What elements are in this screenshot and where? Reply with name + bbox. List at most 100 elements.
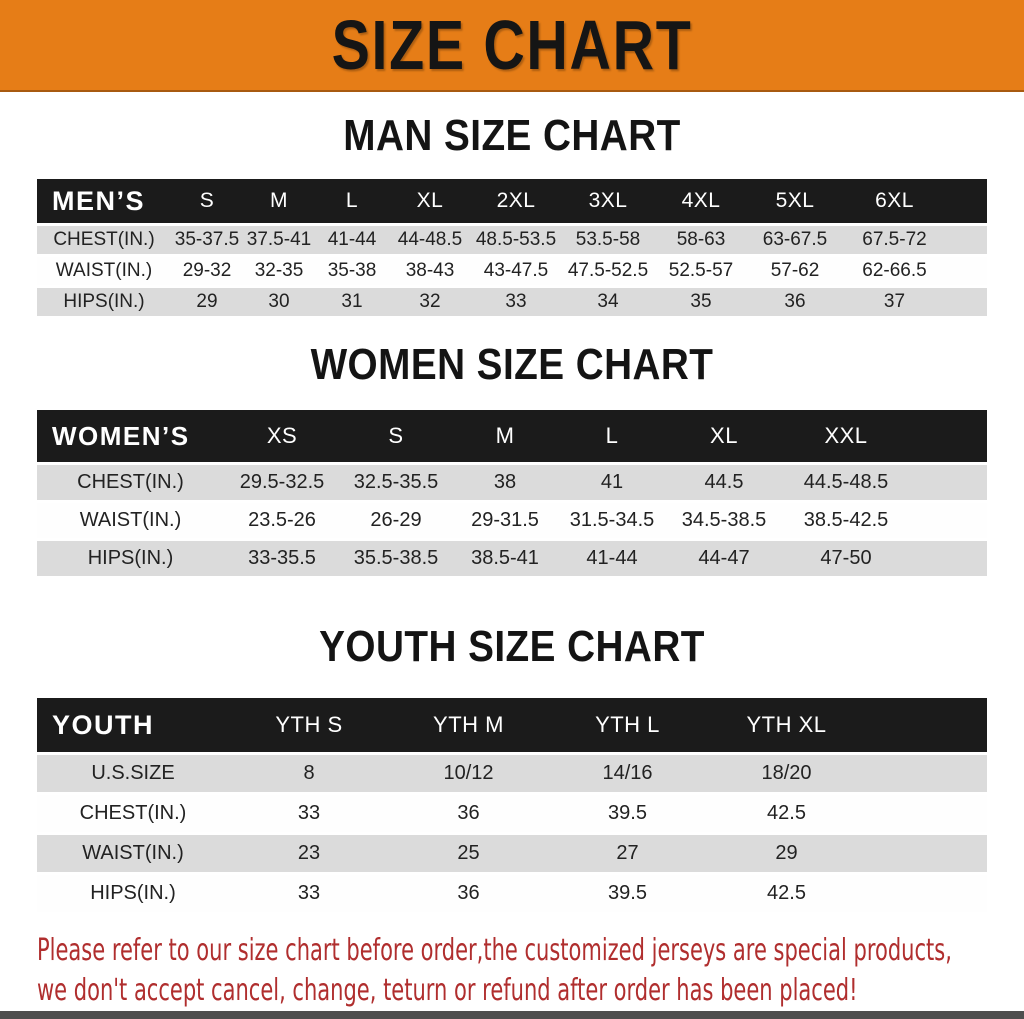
size-cell: 62-66.5: [843, 257, 987, 285]
mens-chest-row: CHEST(IN.) 35-37.5 37.5-41 41-44 44-48.5…: [37, 226, 987, 254]
size-cell: 33-35.5: [224, 541, 340, 576]
row-label: U.S.SIZE: [37, 755, 229, 792]
size-cell: 47.5-52.5: [561, 257, 655, 285]
mens-column-header: 5XL: [747, 179, 843, 223]
womens-size-table: WOMEN’S XS S M L XL XXL CHEST(IN.) 29.5-…: [37, 407, 987, 579]
row-label: WAIST(IN.): [37, 835, 229, 872]
womens-column-header: XL: [666, 410, 782, 462]
youth-ussize-row: U.S.SIZE 8 10/12 14/16 18/20: [37, 755, 987, 792]
size-cell: 23: [229, 835, 389, 872]
size-cell: 57-62: [747, 257, 843, 285]
size-cell: 34.5-38.5: [666, 503, 782, 538]
size-cell: 26-29: [340, 503, 452, 538]
size-cell: 34: [561, 288, 655, 316]
banner: SIZE CHART: [0, 0, 1024, 92]
womens-chest-row: CHEST(IN.) 29.5-32.5 32.5-35.5 38 41 44.…: [37, 465, 987, 500]
size-cell: 35: [655, 288, 747, 316]
womens-header-label: WOMEN’S: [37, 410, 224, 462]
womens-column-header: XS: [224, 410, 340, 462]
size-cell: 63-67.5: [747, 226, 843, 254]
size-cell: 25: [389, 835, 548, 872]
womens-waist-row: WAIST(IN.) 23.5-26 26-29 29-31.5 31.5-34…: [37, 503, 987, 538]
size-cell: 36: [747, 288, 843, 316]
size-cell: 58-63: [655, 226, 747, 254]
youth-hips-row: HIPS(IN.) 33 36 39.5 42.5: [37, 875, 987, 912]
mens-column-header: L: [315, 179, 389, 223]
size-cell: 41: [558, 465, 666, 500]
mens-column-header: 2XL: [471, 179, 561, 223]
size-cell: 48.5-53.5: [471, 226, 561, 254]
size-cell: 31.5-34.5: [558, 503, 666, 538]
youth-column-header: YTH XL: [707, 698, 987, 752]
size-cell: 31: [315, 288, 389, 316]
size-cell: 37.5-41: [243, 226, 315, 254]
size-cell: 10/12: [389, 755, 548, 792]
size-cell: 44-48.5: [389, 226, 471, 254]
womens-column-header: XXL: [782, 410, 987, 462]
women-section-heading: WOMEN SIZE CHART: [310, 340, 714, 389]
size-cell: 37: [843, 288, 987, 316]
size-cell: 39.5: [548, 875, 707, 912]
size-cell: 42.5: [707, 875, 987, 912]
row-label: CHEST(IN.): [37, 226, 171, 254]
size-cell: 43-47.5: [471, 257, 561, 285]
size-cell: 8: [229, 755, 389, 792]
womens-hips-row: HIPS(IN.) 33-35.5 35.5-38.5 38.5-41 41-4…: [37, 541, 987, 576]
youth-header-row: YOUTH YTH S YTH M YTH L YTH XL: [37, 698, 987, 752]
size-cell: 44.5-48.5: [782, 465, 987, 500]
size-cell: 29-32: [171, 257, 243, 285]
page-title: SIZE CHART: [331, 6, 693, 84]
size-cell: 38.5-42.5: [782, 503, 987, 538]
man-section-heading: MAN SIZE CHART: [343, 111, 681, 160]
mens-column-header: 3XL: [561, 179, 655, 223]
size-cell: 52.5-57: [655, 257, 747, 285]
mens-column-header: XL: [389, 179, 471, 223]
size-cell: 38-43: [389, 257, 471, 285]
womens-column-header: M: [452, 410, 558, 462]
size-cell: 39.5: [548, 795, 707, 832]
size-cell: 35.5-38.5: [340, 541, 452, 576]
size-cell: 29-31.5: [452, 503, 558, 538]
size-cell: 44.5: [666, 465, 782, 500]
size-cell: 41-44: [315, 226, 389, 254]
size-cell: 30: [243, 288, 315, 316]
mens-column-header: 6XL: [843, 179, 987, 223]
size-cell: 35-38: [315, 257, 389, 285]
size-cell: 32-35: [243, 257, 315, 285]
row-label: WAIST(IN.): [37, 503, 224, 538]
size-cell: 41-44: [558, 541, 666, 576]
youth-size-table: YOUTH YTH S YTH M YTH L YTH XL U.S.SIZE …: [37, 695, 987, 915]
footnote-line-1: Please refer to our size chart before or…: [37, 933, 952, 968]
size-cell: 35-37.5: [171, 226, 243, 254]
youth-section-heading: YOUTH SIZE CHART: [319, 622, 705, 671]
mens-column-header: M: [243, 179, 315, 223]
size-cell: 18/20: [707, 755, 987, 792]
size-cell: 29: [171, 288, 243, 316]
row-label: WAIST(IN.): [37, 257, 171, 285]
youth-column-header: YTH M: [389, 698, 548, 752]
mens-header-label: MEN’S: [37, 179, 171, 223]
youth-column-header: YTH S: [229, 698, 389, 752]
size-cell: 14/16: [548, 755, 707, 792]
row-label: CHEST(IN.): [37, 795, 229, 832]
mens-header-row: MEN’S S M L XL 2XL 3XL 4XL 5XL 6XL: [37, 179, 987, 223]
mens-waist-row: WAIST(IN.) 29-32 32-35 35-38 38-43 43-47…: [37, 257, 987, 285]
size-cell: 53.5-58: [561, 226, 655, 254]
size-cell: 33: [229, 875, 389, 912]
womens-column-header: S: [340, 410, 452, 462]
size-cell: 44-47: [666, 541, 782, 576]
size-cell: 47-50: [782, 541, 987, 576]
mens-column-header: S: [171, 179, 243, 223]
youth-waist-row: WAIST(IN.) 23 25 27 29: [37, 835, 987, 872]
size-cell: 27: [548, 835, 707, 872]
size-cell: 38: [452, 465, 558, 500]
mens-size-table: MEN’S S M L XL 2XL 3XL 4XL 5XL 6XL CHEST…: [37, 176, 987, 319]
size-cell: 36: [389, 875, 548, 912]
size-cell: 33: [229, 795, 389, 832]
womens-header-row: WOMEN’S XS S M L XL XXL: [37, 410, 987, 462]
size-cell: 42.5: [707, 795, 987, 832]
bottom-strip: [0, 1011, 1024, 1019]
row-label: CHEST(IN.): [37, 465, 224, 500]
youth-chest-row: CHEST(IN.) 33 36 39.5 42.5: [37, 795, 987, 832]
size-cell: 33: [471, 288, 561, 316]
